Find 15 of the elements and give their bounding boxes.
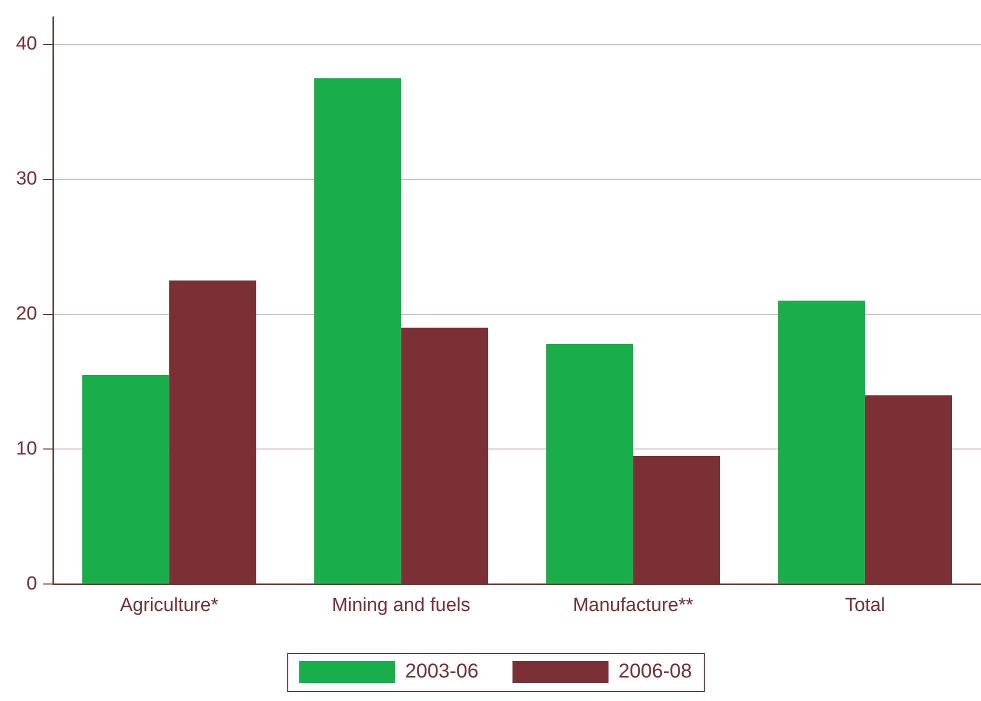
- x-tick-label: Total: [844, 594, 886, 616]
- y-tick-label: 40: [16, 34, 38, 55]
- x-tick-label: Agriculture*: [120, 594, 219, 616]
- legend-label: 2003-06: [405, 660, 479, 683]
- bar: [546, 344, 634, 584]
- y-tick-label: 30: [16, 168, 38, 190]
- bar: [314, 78, 402, 584]
- legend-label: 2006-08: [618, 660, 692, 683]
- y-tick-label: 20: [16, 304, 38, 325]
- bar: [82, 375, 170, 584]
- x-tick-label: Manufacture**: [572, 594, 694, 616]
- y-tick-label: 10: [16, 438, 38, 460]
- y-tick-label: 0: [26, 573, 38, 594]
- bar: [778, 300, 866, 584]
- x-tick-label: Mining and fuels: [332, 594, 470, 616]
